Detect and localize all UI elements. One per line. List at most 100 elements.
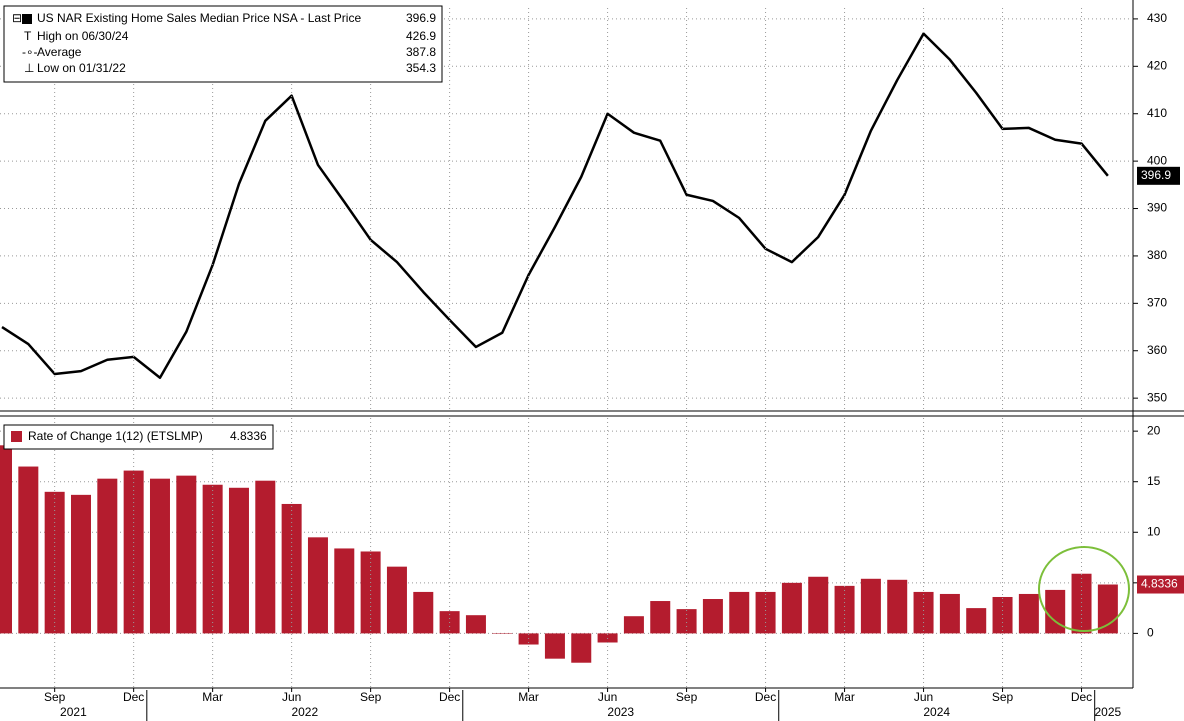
x-tick-label: Sep [992, 690, 1014, 704]
y-tick-label: 410 [1147, 106, 1167, 120]
bar [702, 599, 723, 634]
bar [70, 494, 91, 634]
bar [176, 475, 197, 634]
bottom-legend: Rate of Change 1(12) (ETSLMP) 4.8336 [3, 424, 274, 450]
legend-entry: Rate of Change 1(12) (ETSLMP) [28, 429, 203, 443]
legend-stat-label: Average [37, 45, 82, 59]
bar [123, 470, 144, 634]
x-tick-label: Jun [598, 690, 617, 704]
x-tick-label: Dec [1071, 690, 1092, 704]
bar [781, 582, 802, 634]
y-tick-label: 420 [1147, 58, 1167, 72]
legend-stat-label: High on 06/30/24 [37, 29, 129, 43]
bar [465, 615, 486, 634]
bar [1018, 593, 1039, 634]
bar [0, 445, 12, 634]
bar [307, 537, 328, 634]
bar [913, 591, 934, 634]
bar [834, 585, 855, 634]
y-tick-label: 10 [1147, 524, 1161, 538]
legend-box [3, 5, 443, 83]
legend-last-value: 4.8336 [230, 429, 267, 443]
x-tick-label: Jun [282, 690, 301, 704]
bar [992, 596, 1013, 634]
y-tick-label: 360 [1147, 343, 1167, 357]
last-value-label: 396.9 [1141, 168, 1171, 182]
bar [808, 576, 829, 634]
y-tick-label: 0 [1147, 626, 1154, 640]
bar [650, 601, 671, 634]
bar [571, 633, 592, 663]
last-value-tag [1137, 575, 1184, 594]
x-tick-label: Dec [123, 690, 144, 704]
bar [492, 633, 513, 634]
bar [149, 478, 170, 634]
bar [97, 478, 118, 634]
bar [597, 633, 618, 643]
bar [544, 633, 565, 659]
x-tick-label: Dec [439, 690, 460, 704]
legend-last-value: 396.9 [406, 11, 436, 25]
y-tick-label: 370 [1147, 296, 1167, 310]
bar [228, 487, 249, 634]
series-group [1, 32, 1109, 380]
series-group [0, 445, 1118, 663]
legend-entry: US NAR Existing Home Sales Median Price … [37, 11, 361, 25]
x-tick-label: Mar [518, 690, 539, 704]
top-legend: ⊟ T -∘- ⊥ US NAR Existing Home Sales Med… [3, 5, 443, 83]
y-tick-label: 390 [1147, 201, 1167, 215]
bar [887, 579, 908, 634]
last-value-tag [1137, 166, 1180, 185]
y-tick-label: 400 [1147, 153, 1167, 167]
y-tick-label: 20 [1147, 423, 1161, 437]
x-tick-label: Mar [202, 690, 223, 704]
bar [860, 578, 881, 634]
legend-swatch [11, 431, 22, 442]
legend-stat-value: 387.8 [406, 45, 436, 59]
y-tick-label: 430 [1147, 11, 1167, 25]
bar [1045, 589, 1066, 634]
bar [1097, 584, 1118, 634]
bar [360, 551, 381, 634]
legend-icon: T [24, 29, 32, 43]
y-tick-label: 15 [1147, 474, 1161, 488]
legend-stat-label: Low on 01/31/22 [37, 61, 126, 75]
x-tick-label: Sep [44, 690, 66, 704]
x-tick-label: Mar [834, 690, 855, 704]
legend-icon: ⊟ [12, 11, 22, 25]
legend-stat-value: 426.9 [406, 29, 436, 43]
legend-stat-value: 354.3 [406, 61, 436, 75]
bar [1071, 573, 1092, 634]
x-tick-label: Jun [914, 690, 933, 704]
year-label: 2022 [291, 705, 318, 719]
bar [676, 609, 697, 634]
plot-layer: 350360370380390400410420430396.905101520… [0, 8, 1184, 721]
last-value-label: 4.8336 [1141, 577, 1178, 591]
bar [281, 503, 302, 634]
bar [939, 593, 960, 634]
x-tick-label: Sep [360, 690, 382, 704]
bar [966, 608, 987, 634]
bar [755, 591, 776, 634]
year-label: 2023 [607, 705, 634, 719]
price-line [1, 32, 1109, 380]
bar [18, 466, 39, 634]
x-tick-label: Sep [676, 690, 698, 704]
bar [623, 616, 644, 634]
highlight-circle [1038, 546, 1130, 632]
legend-swatch [22, 14, 32, 24]
x-tick-label: Dec [755, 690, 776, 704]
bar [255, 480, 276, 634]
legend-box [3, 424, 274, 450]
legend-icon: ⊥ [24, 61, 34, 75]
bar [413, 591, 434, 634]
y-tick-label: 350 [1147, 390, 1167, 404]
year-label: 2025 [1095, 705, 1122, 719]
year-label: 2021 [60, 705, 87, 719]
year-label: 2024 [923, 705, 950, 719]
y-tick-label: 380 [1147, 248, 1167, 262]
bar [386, 566, 407, 634]
legend-icon: -∘- [22, 45, 38, 59]
